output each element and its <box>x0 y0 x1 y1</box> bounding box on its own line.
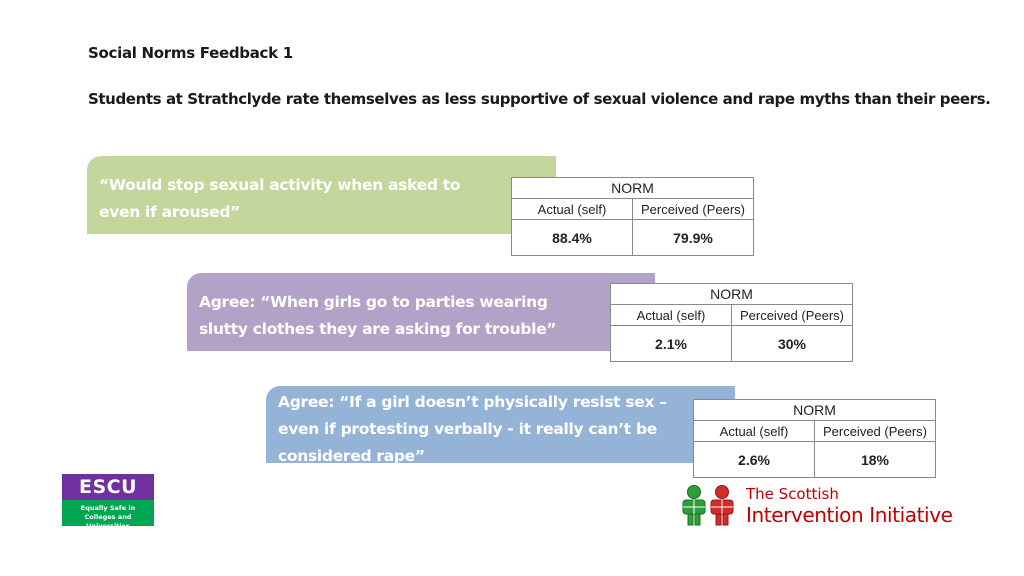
perceived-peers-header: Perceived (Peers) <box>632 198 754 220</box>
escu-tagline-line: Equally Safe in <box>80 504 136 512</box>
perceived-peers-header: Perceived (Peers) <box>814 420 936 442</box>
actual-value: 2.1% <box>610 325 732 362</box>
actual-value: 2.6% <box>693 441 815 478</box>
two-people-figures-icon <box>682 485 734 526</box>
escu-tagline: Equally Safe in Colleges and Universitie… <box>62 500 154 530</box>
statement-line: even if protesting verbally - it really … <box>278 420 658 438</box>
actual-self-header: Actual (self) <box>511 198 633 220</box>
perceived-value: 79.9% <box>632 219 754 256</box>
statement-line: even if aroused” <box>99 203 241 221</box>
statement-banner-2: Agree: “When girls go to parties wearing… <box>187 273 655 351</box>
norm-table-3: NORM Actual (self) Perceived (Peers) 2.6… <box>693 399 936 478</box>
norm-header: NORM <box>693 399 936 421</box>
statement-line: considered rape” <box>278 447 425 465</box>
actual-self-header: Actual (self) <box>610 304 732 326</box>
statement-line: Agree: “When girls go to parties wearing <box>199 293 548 311</box>
perceived-value: 30% <box>731 325 853 362</box>
statement-banner-3: Agree: “If a girl doesn’t physically res… <box>266 386 735 465</box>
norm-header: NORM <box>511 177 754 199</box>
statement-line: Agree: “If a girl doesn’t physically res… <box>278 393 667 411</box>
escu-tagline-line: Colleges and Universities <box>84 513 132 530</box>
norm-table-2: NORM Actual (self) Perceived (Peers) 2.1… <box>610 283 853 362</box>
statement-line: “Would stop sexual activity when asked t… <box>99 176 461 194</box>
statement-banner-1: “Would stop sexual activity when asked t… <box>87 156 556 234</box>
norm-table-1: NORM Actual (self) Perceived (Peers) 88.… <box>511 177 754 256</box>
escu-acronym: ESCU <box>62 474 154 500</box>
perceived-value: 18% <box>814 441 936 478</box>
sii-name-line-1: The Scottish <box>746 485 839 503</box>
sii-name-line-2: Intervention Initiative <box>746 503 953 527</box>
actual-value: 88.4% <box>511 219 633 256</box>
perceived-peers-header: Perceived (Peers) <box>731 304 853 326</box>
sii-logo: The Scottish Intervention Initiative <box>678 484 998 534</box>
actual-self-header: Actual (self) <box>693 420 815 442</box>
escu-logo: ESCU Equally Safe in Colleges and Univer… <box>62 474 154 530</box>
page-title: Social Norms Feedback 1 <box>88 44 293 62</box>
statement-line: slutty clothes they are asking for troub… <box>199 320 557 338</box>
norm-header: NORM <box>610 283 853 305</box>
page-subtitle: Students at Strathclyde rate themselves … <box>88 90 991 108</box>
